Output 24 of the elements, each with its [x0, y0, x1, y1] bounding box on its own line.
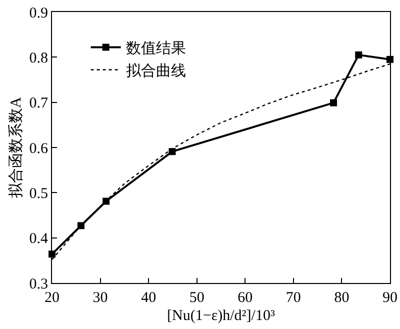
x-tick-label: 80: [334, 290, 350, 306]
point: [77, 222, 84, 230]
y-axis-title: 拟合函数系数A: [8, 96, 24, 198]
x-tick-label: 30: [92, 290, 108, 306]
point: [102, 198, 110, 205]
x-tick-label: 40: [141, 290, 156, 306]
x-tick-label: 50: [189, 290, 204, 306]
point: [355, 51, 362, 58]
point: [168, 148, 176, 156]
x-tick-label: 60: [238, 290, 253, 306]
x-tick-label: 70: [286, 290, 301, 306]
y-tick-label: 0.3: [29, 276, 48, 292]
legend-label: 数值结果: [126, 40, 186, 58]
x-tick-label: 20: [44, 290, 60, 306]
y-tick-label: 0.4: [29, 231, 48, 248]
y-tick-label: 0.9: [29, 5, 48, 22]
x-tick-label: 90: [382, 290, 398, 306]
y-tick-label: 0.5: [29, 186, 48, 202]
y-tick-label: 0.7: [29, 96, 48, 112]
y-tick-label: 0.8: [29, 50, 48, 66]
point: [330, 99, 338, 106]
legend-label: 拟合曲线: [126, 62, 186, 80]
y-tick-label: 0.6: [29, 140, 48, 157]
x-axis-title: [Nu(1−ε)h/d²]/10³: [167, 308, 276, 324]
